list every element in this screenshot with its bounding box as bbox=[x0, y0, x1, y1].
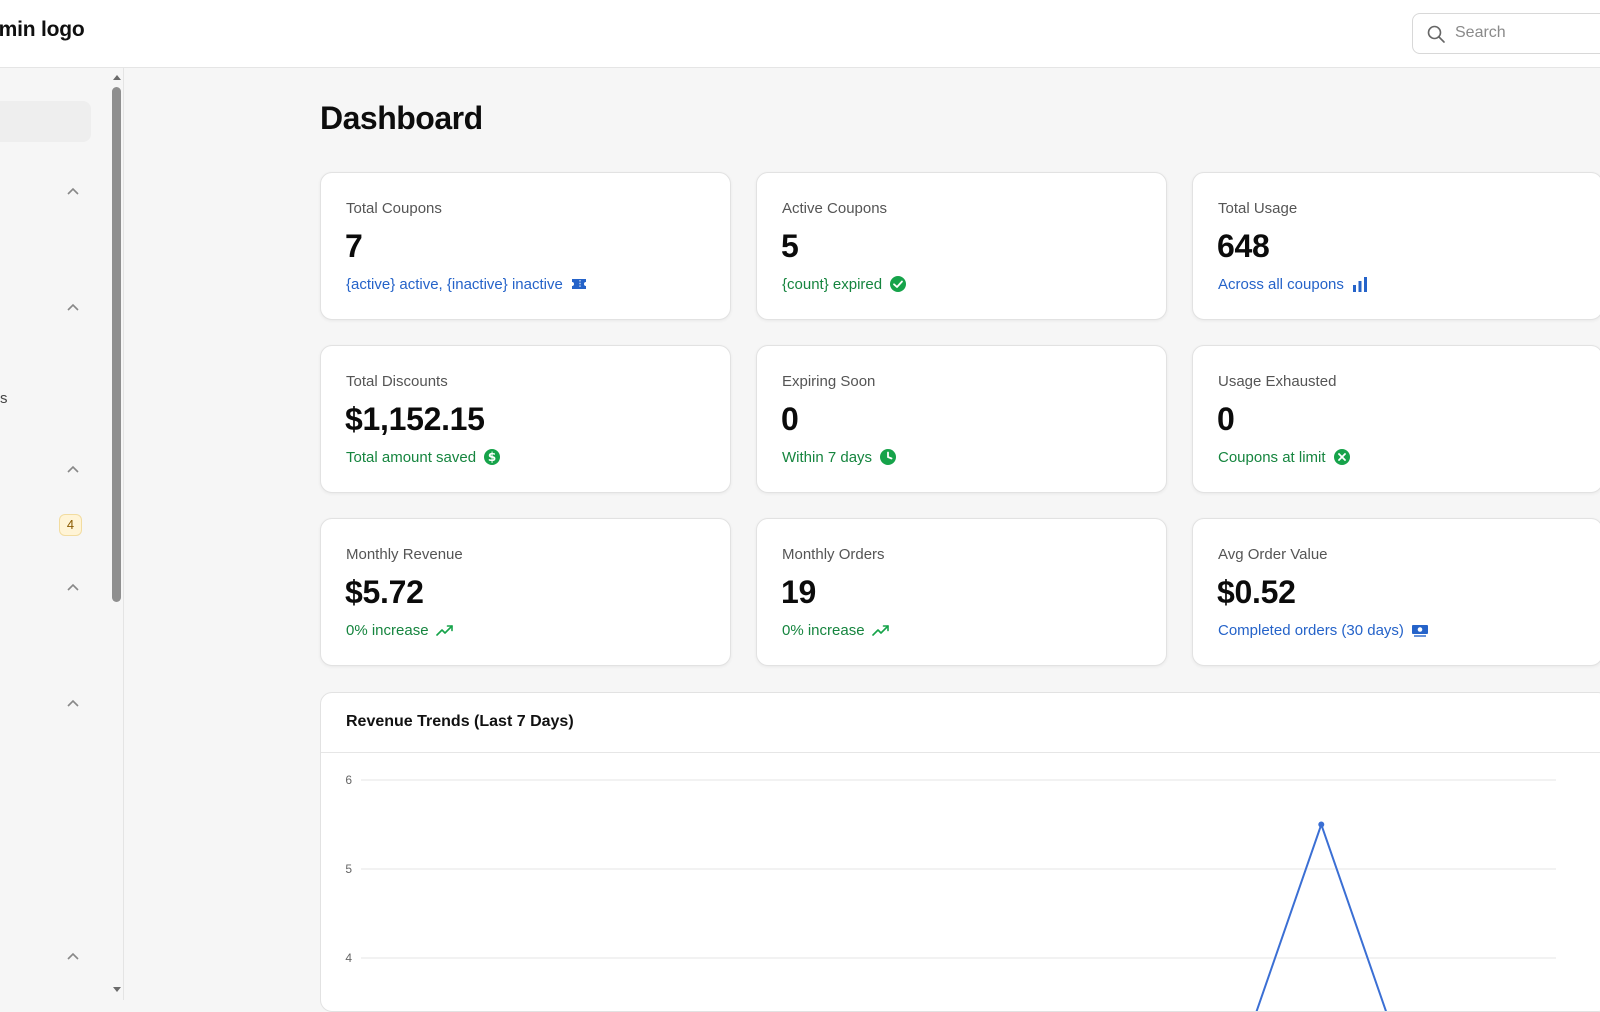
card-value: 7 bbox=[345, 228, 363, 265]
card-label: Monthly Revenue bbox=[346, 546, 463, 563]
cash-icon bbox=[1411, 621, 1429, 639]
stat-card-usage-exhausted: Usage Exhausted 0 Coupons at limit bbox=[1192, 345, 1600, 493]
chevron-up-icon[interactable] bbox=[66, 464, 80, 474]
card-label: Monthly Orders bbox=[782, 546, 885, 563]
page-title: Dashboard bbox=[320, 100, 483, 137]
x-circle-icon bbox=[1333, 448, 1351, 466]
clock-icon bbox=[879, 448, 897, 466]
card-subtext: Completed orders (30 days) bbox=[1218, 621, 1429, 639]
card-subtext-label: {count} expired bbox=[782, 276, 882, 293]
scroll-up-arrow-icon[interactable] bbox=[112, 73, 122, 81]
chevron-up-icon[interactable] bbox=[66, 951, 80, 961]
bar-chart-icon bbox=[1351, 275, 1369, 293]
revenue-line-chart: 4 5 6 bbox=[321, 753, 1600, 1012]
chevron-up-icon[interactable] bbox=[66, 582, 80, 592]
search-box[interactable] bbox=[1412, 13, 1600, 54]
card-value: $0.52 bbox=[1217, 574, 1296, 611]
card-value: 0 bbox=[781, 401, 799, 438]
chevron-up-icon[interactable] bbox=[66, 302, 80, 312]
chevron-up-icon[interactable] bbox=[66, 186, 80, 196]
scrollbar-thumb[interactable] bbox=[112, 87, 121, 602]
chart-title: Revenue Trends (Last 7 Days) bbox=[346, 713, 574, 731]
search-icon bbox=[1426, 24, 1446, 44]
card-subtext: 0% increase bbox=[346, 621, 454, 639]
trend-up-icon bbox=[436, 621, 454, 639]
sidebar-item-active[interactable] bbox=[0, 101, 91, 142]
trend-up-icon bbox=[872, 621, 890, 639]
ticket-icon bbox=[570, 275, 588, 293]
card-subtext: {count} expired bbox=[782, 275, 907, 293]
card-subtext-label: Across all coupons bbox=[1218, 276, 1344, 293]
revenue-trends-card: Revenue Trends (Last 7 Days) 4 5 6 bbox=[320, 692, 1600, 1012]
stat-card-avg-order-value: Avg Order Value $0.52 Completed orders (… bbox=[1192, 518, 1600, 666]
y-tick-label: 4 bbox=[345, 951, 352, 965]
stat-card-total-discounts: Total Discounts $1,152.15 Total amount s… bbox=[320, 345, 731, 493]
card-subtext-label: Total amount saved bbox=[346, 449, 476, 466]
stat-card-monthly-revenue: Monthly Revenue $5.72 0% increase bbox=[320, 518, 731, 666]
card-value: 0 bbox=[1217, 401, 1235, 438]
stat-card-active-coupons: Active Coupons 5 {count} expired bbox=[756, 172, 1167, 320]
card-value: $1,152.15 bbox=[345, 401, 485, 438]
card-subtext-label: {active} active, {inactive} inactive bbox=[346, 276, 563, 293]
card-subtext: {active} active, {inactive} inactive bbox=[346, 275, 588, 293]
stat-card-total-usage: Total Usage 648 Across all coupons bbox=[1192, 172, 1600, 320]
card-subtext: Across all coupons bbox=[1218, 275, 1369, 293]
sidebar: s 4 bbox=[0, 68, 124, 1000]
card-value: 5 bbox=[781, 228, 799, 265]
notification-badge: 4 bbox=[59, 514, 82, 536]
scroll-down-arrow-icon[interactable] bbox=[112, 986, 122, 994]
chart-header: Revenue Trends (Last 7 Days) bbox=[321, 693, 1600, 753]
card-label: Total Usage bbox=[1218, 200, 1297, 217]
dollar-circle-icon: $ bbox=[483, 448, 501, 466]
data-point[interactable] bbox=[1318, 822, 1324, 828]
top-bar: dmin logo bbox=[0, 0, 1600, 68]
card-subtext-label: 0% increase bbox=[346, 622, 429, 639]
card-value: $5.72 bbox=[345, 574, 424, 611]
card-subtext-label: 0% increase bbox=[782, 622, 865, 639]
card-value: 19 bbox=[781, 574, 816, 611]
card-subtext-label: Within 7 days bbox=[782, 449, 872, 466]
sidebar-item-label[interactable]: s bbox=[0, 390, 8, 407]
card-subtext-label: Coupons at limit bbox=[1218, 449, 1326, 466]
stat-card-expiring-soon: Expiring Soon 0 Within 7 days bbox=[756, 345, 1167, 493]
y-tick-label: 5 bbox=[345, 862, 352, 876]
card-subtext-label: Completed orders (30 days) bbox=[1218, 622, 1404, 639]
card-label: Expiring Soon bbox=[782, 373, 875, 390]
series-line bbox=[1255, 825, 1387, 1012]
card-subtext: Within 7 days bbox=[782, 448, 897, 466]
card-label: Total Coupons bbox=[346, 200, 442, 217]
stat-card-monthly-orders: Monthly Orders 19 0% increase bbox=[756, 518, 1167, 666]
card-subtext: Coupons at limit bbox=[1218, 448, 1351, 466]
svg-text:$: $ bbox=[488, 450, 496, 464]
card-subtext: 0% increase bbox=[782, 621, 890, 639]
card-label: Usage Exhausted bbox=[1218, 373, 1336, 390]
card-subtext: Total amount saved $ bbox=[346, 448, 501, 466]
card-label: Active Coupons bbox=[782, 200, 887, 217]
card-value: 648 bbox=[1217, 228, 1270, 265]
check-circle-icon bbox=[889, 275, 907, 293]
admin-logo[interactable]: dmin logo bbox=[0, 18, 85, 42]
search-input[interactable] bbox=[1455, 24, 1600, 42]
chevron-up-icon[interactable] bbox=[66, 698, 80, 708]
y-tick-label: 6 bbox=[345, 773, 352, 787]
card-label: Avg Order Value bbox=[1218, 546, 1328, 563]
stat-card-total-coupons: Total Coupons 7 {active} active, {inacti… bbox=[320, 172, 731, 320]
card-label: Total Discounts bbox=[346, 373, 448, 390]
